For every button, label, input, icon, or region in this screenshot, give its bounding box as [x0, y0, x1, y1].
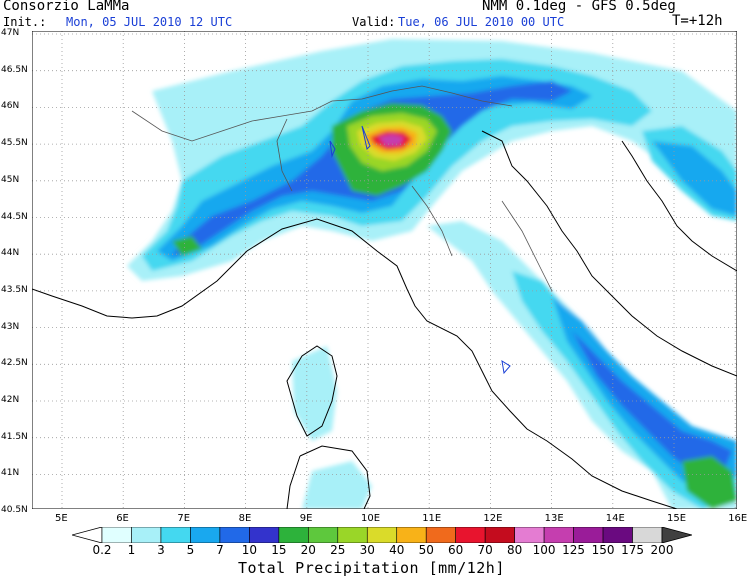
colorbar-swatch [131, 527, 162, 543]
colorbar-level-label: 100 [532, 543, 556, 557]
colorbar-level-label: 50 [418, 543, 434, 557]
lon-tick-label: 15E [667, 513, 687, 524]
org-title: Consorzio LaMMa [3, 0, 130, 14]
model-title: NMM 0.1deg - GFS 0.5deg [482, 0, 676, 14]
lon-tick-label: 14E [605, 513, 625, 524]
colorbar-swatch [396, 527, 427, 543]
colorbar-swatch [308, 527, 339, 543]
colorbar [72, 527, 692, 543]
lat-tick-label: 42N [1, 395, 20, 405]
graticule [32, 31, 737, 509]
colorbar-level-label: 80 [506, 543, 523, 557]
colorbar-level-label: 7 [216, 543, 224, 557]
lon-tick-label: 9E [299, 513, 313, 524]
colorbar-level-label: 150 [591, 543, 615, 557]
colorbar-low-arrow [72, 527, 103, 543]
lon-tick-label: 7E [177, 513, 191, 524]
colorbar-swatch [543, 527, 574, 543]
colorbar-swatch [160, 527, 191, 543]
lat-tick-label: 44N [1, 248, 20, 259]
colorbar-swatch [249, 527, 280, 543]
lakes [329, 125, 511, 375]
colorbar-swatch [366, 527, 398, 543]
colorbar-level-label: 60 [448, 543, 464, 557]
lat-tick-label: 41N [1, 468, 20, 479]
valid-label: Valid: [352, 15, 396, 29]
init-value: Mon, 05 JUL 2010 12 UTC [66, 15, 233, 29]
lon-tick-label: 13E [544, 513, 564, 524]
colorbar-level-label: 175 [621, 543, 644, 557]
colorbar-level-label: 5 [186, 543, 195, 557]
lon-tick-label: 8E [238, 513, 252, 524]
lon-tick-label: 12E [483, 513, 503, 524]
colorbar-swatch [425, 527, 456, 543]
lat-tick-label: 43N [1, 321, 20, 332]
colorbar-level-label: 15 [271, 543, 287, 557]
colorbar-level-label: 20 [300, 543, 316, 557]
precipitation-map [32, 31, 737, 509]
colorbar-level-label: 0.2 [92, 543, 112, 557]
colorbar-high-arrow [661, 527, 692, 543]
colorbar-title: Total Precipitation [mm/12h] [238, 559, 505, 577]
colorbar-swatch [514, 527, 545, 543]
colorbar-level-label: 25 [330, 543, 346, 557]
lat-tick-label: 47N [1, 28, 20, 38]
colorbar-swatch [602, 527, 633, 543]
valid-value: Tue, 06 JUL 2010 00 UTC [398, 15, 565, 29]
colorbar-swatch [573, 527, 604, 543]
colorbar-swatch [484, 527, 515, 543]
colorbar-level-label: 40 [389, 543, 405, 557]
lon-tick-label: 16E [728, 513, 748, 524]
lat-tick-label: 46N [1, 101, 20, 112]
lat-tick-label: 45N [1, 174, 20, 185]
colorbar-level-label: 1 [127, 543, 136, 557]
colorbar-level-label: 70 [477, 543, 493, 557]
colorbar-level-label: 200 [650, 543, 674, 557]
colorbar-swatch [101, 527, 132, 543]
lat-tick-label: 46.5N [1, 64, 28, 75]
colorbar-swatch [278, 527, 309, 543]
coastlines [32, 130, 737, 509]
colorbar-level-label: 10 [241, 543, 257, 557]
colorbar-level-label: 3 [157, 543, 165, 557]
colorbar-swatch [190, 527, 221, 543]
lat-tick-label: 45.5N [1, 138, 28, 149]
colorbar-level-label: 125 [562, 543, 586, 557]
lon-tick-label: 6E [116, 513, 129, 524]
colorbar-swatch [219, 527, 250, 543]
colorbar-swatch [632, 527, 663, 543]
lat-tick-label: 41.5N [1, 431, 28, 442]
lat-tick-label: 40.5N [1, 505, 28, 516]
lat-tick-label: 44.5N [1, 211, 28, 222]
colorbar-level-label: 30 [359, 543, 375, 557]
lat-tick-label: 42.5N [1, 358, 28, 369]
borders [131, 85, 553, 292]
colorbar-swatch [337, 527, 368, 543]
colorbar-swatch [455, 527, 486, 543]
init-label: Init.: [3, 15, 47, 29]
lead-time: T=+12h [672, 13, 723, 29]
lat-tick-label: 43.5N [1, 284, 28, 295]
lon-tick-label: 11E [422, 513, 442, 524]
precipitation-field [127, 39, 737, 509]
lon-tick-label: 5E [55, 513, 68, 524]
lon-tick-label: 10E [361, 513, 381, 524]
